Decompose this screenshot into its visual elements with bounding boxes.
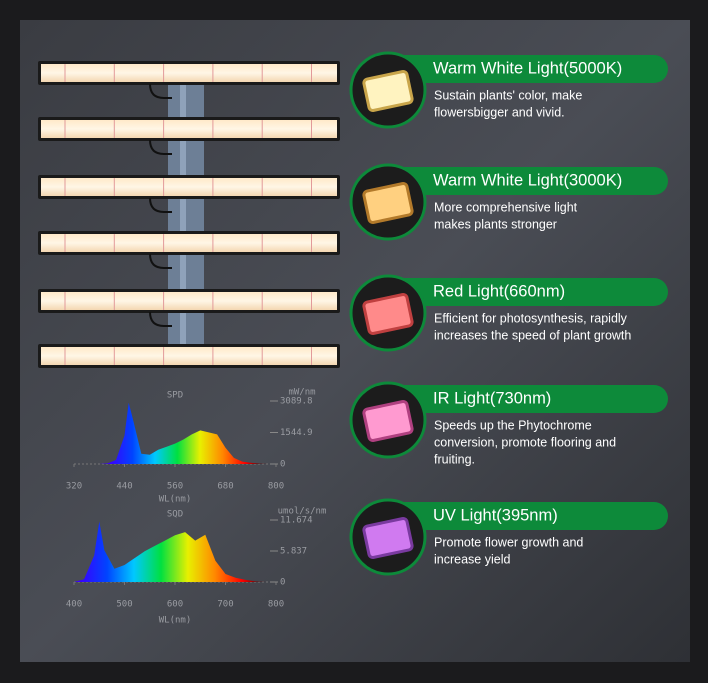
icon-chip	[362, 400, 414, 442]
feature-text: increase yield	[434, 552, 510, 566]
icon-chip	[362, 70, 414, 112]
y-tick-label: 0	[280, 460, 285, 470]
spectrum-area	[74, 521, 266, 582]
cable	[149, 253, 172, 269]
y-tick-label: 0	[280, 578, 285, 588]
light-bar-face	[41, 178, 337, 196]
feature-text: makes plants stronger	[434, 217, 557, 231]
feature-text: increases the speed of plant growth	[434, 328, 631, 342]
y-unit: mW/nm	[288, 388, 315, 398]
x-tick-label: 600	[167, 600, 183, 610]
light-fixture	[38, 61, 340, 368]
feature-text: conversion, promote flooring and	[434, 435, 616, 449]
y-unit: umol/s/nm	[278, 507, 327, 517]
title-pill	[362, 502, 668, 530]
x-tick-label: 440	[116, 482, 132, 492]
light-bar-face	[41, 292, 337, 310]
x-label: WL(nm)	[159, 616, 192, 626]
y-tick-label: 3089.8	[280, 397, 313, 407]
y-tick-label: 5.837	[280, 547, 307, 557]
feature-text: Efficient for photosynthesis, rapidly	[434, 311, 628, 325]
x-tick-label: 800	[268, 482, 284, 492]
feature-title: IR Light(730nm)	[433, 389, 551, 407]
x-tick-label: 560	[167, 482, 183, 492]
title-pill	[362, 385, 668, 413]
light-bar-face	[41, 120, 337, 138]
title-pill	[362, 278, 668, 306]
icon-chip	[362, 182, 414, 224]
icon-chip	[362, 517, 414, 559]
icon-chip	[362, 293, 414, 335]
x-tick-label: 680	[217, 482, 233, 492]
y-tick-label: 1544.9	[280, 428, 313, 438]
light-bar-face	[41, 234, 337, 252]
x-tick-label: 320	[66, 482, 82, 492]
cable	[149, 197, 172, 213]
title-pill	[362, 167, 668, 195]
feature-text: Sustain plants' color, make	[434, 88, 582, 102]
x-tick-label: 800	[268, 600, 284, 610]
x-tick-label: 400	[66, 600, 82, 610]
feature-text: More comprehensive light	[434, 200, 578, 214]
light-bar-face	[41, 347, 337, 365]
feature-text: fruiting.	[434, 452, 475, 466]
feature-title: UV Light(395nm)	[433, 506, 558, 524]
cable	[149, 311, 172, 327]
feature-title: Red Light(660nm)	[433, 282, 565, 300]
feature-text: Promote flower growth and	[434, 535, 583, 549]
feature-text: flowersbigger and vivid.	[434, 105, 565, 119]
chart-title: SPD	[167, 391, 183, 401]
cable	[149, 139, 172, 155]
x-label: WL(nm)	[159, 495, 192, 505]
light-bar-face	[41, 64, 337, 82]
feature-title: Warm White Light(5000K)	[433, 59, 622, 77]
x-tick-label: 500	[116, 600, 132, 610]
spectrum-area	[99, 402, 268, 464]
cable	[149, 83, 172, 99]
y-tick-label: 11.674	[280, 516, 313, 526]
x-tick-label: 700	[217, 600, 233, 610]
chart-title: SQD	[167, 510, 183, 520]
title-pill	[362, 55, 668, 83]
feature-title: Warm White Light(3000K)	[433, 171, 622, 189]
feature-text: Speeds up the Phytochrome	[434, 418, 592, 432]
